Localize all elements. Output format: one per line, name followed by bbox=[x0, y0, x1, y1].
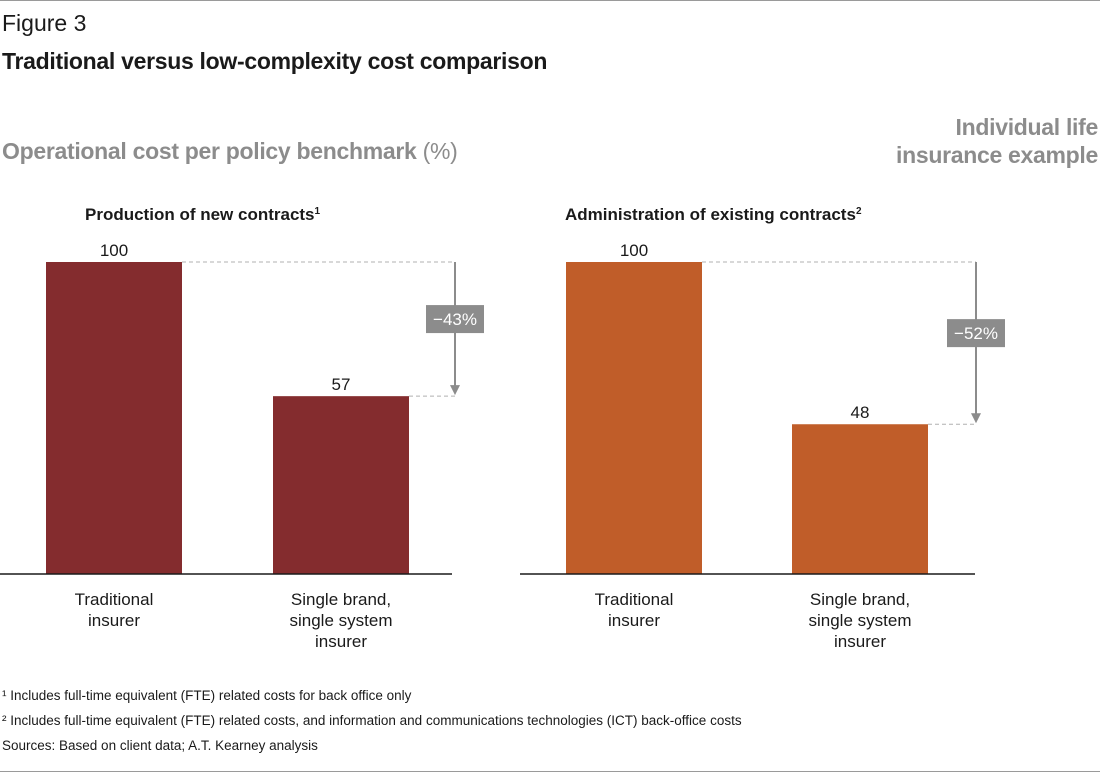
chart-subtitle: Operational cost per policy benchmark (%… bbox=[2, 138, 458, 165]
panel-title-footnote-1: 1 bbox=[315, 206, 321, 217]
change-callout-label-2: −52% bbox=[954, 324, 998, 343]
footnote-1: ¹ Includes full-time equivalent (FTE) re… bbox=[2, 688, 412, 703]
panel-title-1: Production of new contracts1 bbox=[85, 205, 321, 224]
example-label-line-1: Individual life bbox=[955, 114, 1099, 140]
bar-value-label-1-2: 57 bbox=[332, 375, 351, 394]
category-label-2-1-1: Traditional bbox=[595, 590, 674, 609]
bar-2-2 bbox=[792, 424, 928, 574]
panel-title-footnote-2: 2 bbox=[856, 206, 862, 217]
category-label-2-2-1: Single brand, bbox=[810, 590, 910, 609]
example-label-line-2: insurance example bbox=[895, 142, 1098, 168]
footnote-2: ² Includes full-time equivalent (FTE) re… bbox=[2, 713, 742, 728]
figure-title: Traditional versus low-complexity cost c… bbox=[2, 48, 548, 74]
bar-chart: Production of new contracts1 100 Tradition… bbox=[0, 205, 1005, 651]
example-label: Individual life insurance example bbox=[798, 113, 1098, 169]
top-rule bbox=[0, 0, 1100, 1]
bar-2-1 bbox=[566, 262, 702, 574]
bar-value-label-1-1: 100 bbox=[100, 241, 128, 260]
category-label-1-2-1: Single brand, bbox=[291, 590, 391, 609]
bottom-rule bbox=[0, 771, 1100, 772]
category-label-1-1-2: insurer bbox=[88, 611, 140, 630]
change-callout-box-1 bbox=[426, 305, 484, 334]
bar-1-1 bbox=[46, 262, 182, 574]
bar-value-label-2-2: 48 bbox=[851, 403, 870, 422]
category-label-2-2-2: single system bbox=[809, 611, 912, 630]
change-arrow-head-2 bbox=[971, 413, 981, 424]
bar-1-2 bbox=[273, 396, 409, 574]
category-label-1-1-1: Traditional bbox=[75, 590, 154, 609]
subtitle-unit: (%) bbox=[422, 138, 458, 164]
category-label-2-1-2: insurer bbox=[608, 611, 660, 630]
bar-value-label-2-1: 100 bbox=[620, 241, 648, 260]
change-arrow-head-1 bbox=[450, 385, 460, 396]
change-callout-label-1: −43% bbox=[433, 310, 477, 329]
change-callout-box-2 bbox=[947, 319, 1005, 348]
subtitle-text: Operational cost per policy benchmark bbox=[2, 138, 417, 164]
panel-title-2: Administration of existing contracts2 bbox=[565, 205, 862, 224]
category-label-1-2-3: insurer bbox=[315, 632, 367, 651]
figure-label: Figure 3 bbox=[2, 10, 87, 36]
category-label-2-2-3: insurer bbox=[834, 632, 886, 651]
sources-note: Sources: Based on client data; A.T. Kear… bbox=[2, 738, 318, 753]
category-label-1-2-2: single system bbox=[290, 611, 393, 630]
